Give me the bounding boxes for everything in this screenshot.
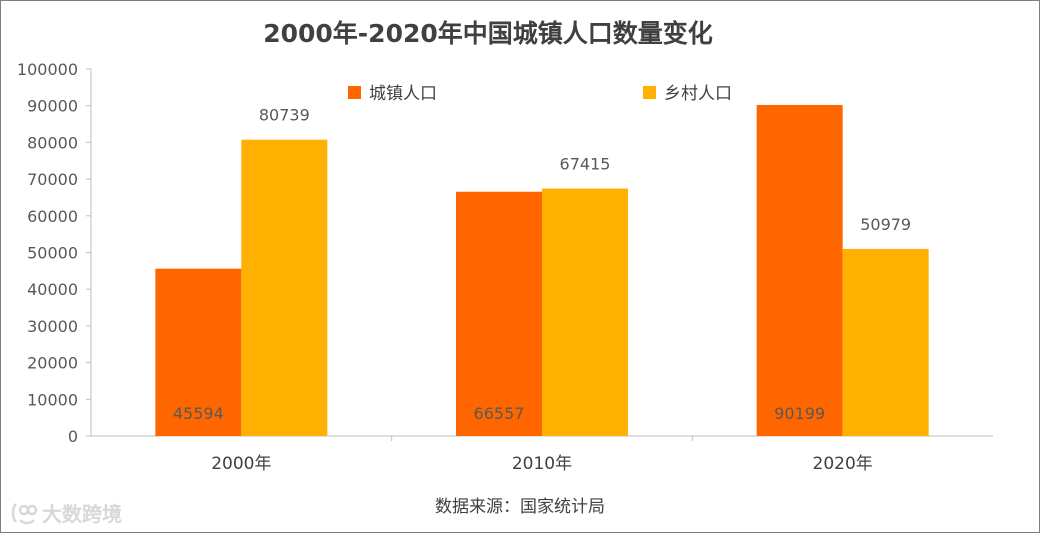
x-axis: 2000年 2010年 2020年 [91,435,993,474]
bar-urban-2 [756,104,843,437]
bar-urban-1 [456,191,542,436]
source-note: 数据来源：国家统计局 [435,497,605,517]
bar-rural-2 [842,248,929,436]
bar-rural-1 [542,188,628,436]
data-label: 67415 [560,155,611,174]
y-tick-label: 50000 [27,244,78,263]
y-tick-label: 90000 [27,97,78,116]
legend-swatch [643,86,656,99]
legend-swatch [348,86,361,99]
data-label: 66557 [474,404,525,423]
y-tick-label: 40000 [27,280,78,299]
data-labels: 45594 80739 66557 67415 90199 50979 [173,106,911,423]
y-tick-label: 80000 [27,133,78,152]
brand-logo-icon [11,502,38,524]
chart-title: 2000年-2020年中国城镇人口数量变化 [263,19,713,48]
x-tick-label: 2000年 [211,454,271,474]
y-tick-label: 100000 [17,60,78,79]
legend-label: 城镇人口 [369,84,437,104]
data-label: 80739 [259,106,310,125]
data-label: 50979 [860,215,911,234]
y-tick-label: 70000 [27,170,78,189]
y-tick-label: 30000 [27,317,78,336]
y-tick-label: 60000 [27,207,78,226]
legend-label: 乡村人口 [664,84,732,104]
x-tick-label: 2020年 [813,454,873,474]
y-axis: 0 10000 20000 30000 40000 50000 60000 70000 8000… [17,60,92,446]
legend: 城镇人口 乡村人口 [348,84,732,104]
watermark: 大数跨境 [10,498,122,527]
data-label: 90199 [774,404,825,423]
data-label: 45594 [173,404,224,423]
y-tick-label: 10000 [27,390,78,409]
watermark-text: 大数跨境 [42,502,122,526]
x-tick-label: 2010年 [512,454,572,474]
y-tick-label: 20000 [27,354,78,373]
y-tick-label: 0 [68,427,78,446]
bar-urban-0 [155,268,242,436]
bars [155,104,929,437]
bar-rural-0 [241,139,328,436]
